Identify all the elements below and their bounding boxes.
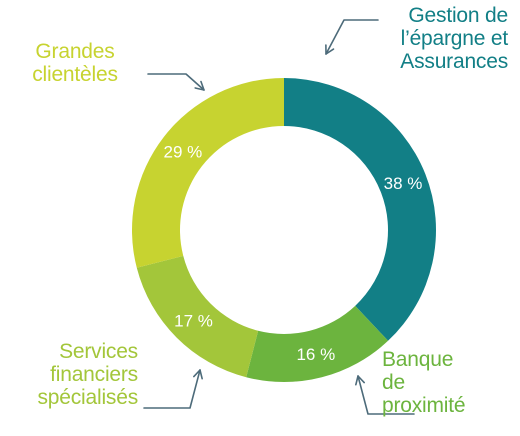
callout-line: l’épargne et [400, 27, 509, 50]
callout-services-financiers-specialises: Services financiers spécialisés [0, 340, 138, 409]
arrow-gestion [325, 19, 379, 55]
arrow-grandes [147, 73, 205, 91]
arrow-banque-head [355, 375, 365, 386]
percent-labels: 38 % 16 % 17 % 29 % [163, 143, 422, 364]
slice-gestion-de-l-epargne-et-assurances [284, 78, 436, 341]
callout-line: Banque [382, 348, 454, 371]
callout-line: Services [59, 340, 138, 363]
slice-services-financiers-specialises [136, 255, 259, 378]
callout-line: clientèles [32, 63, 118, 86]
callout-arrows [143, 19, 415, 415]
callout-grandes-clienteles: Grandes clientèles [10, 40, 140, 86]
value-label-banque-de-proximite: 16 % [296, 345, 335, 364]
arrow-grandes-head [194, 80, 205, 91]
callout-line: proximité [382, 394, 466, 417]
arrow-services-head [193, 369, 203, 380]
arrow-services [143, 369, 201, 409]
value-label-services-financiers-specialises: 17 % [174, 312, 213, 331]
callout-line: spécialisés [37, 386, 138, 409]
arrow-gestion-head [325, 44, 335, 55]
callout-line: de [382, 371, 405, 394]
callout-line: Gestion de [408, 4, 508, 27]
slice-banque-de-proximite [246, 305, 389, 382]
callout-line: Grandes [35, 40, 115, 63]
callout-banque-proximite: Banque de proximité [378, 348, 512, 417]
callout-line: financiers [50, 363, 138, 386]
callout-line: Assurances [400, 50, 508, 73]
slice-grandes-clienteles [132, 78, 284, 268]
value-label-grandes-clienteles: 29 % [163, 143, 202, 162]
callout-gestion-epargne-assurances: Gestion de l’épargne et Assurances [378, 4, 508, 73]
value-label-gestion-de-l-epargne-et-assurances: 38 % [384, 174, 423, 193]
arrow-banque [357, 375, 415, 415]
donut-slices [132, 78, 436, 382]
